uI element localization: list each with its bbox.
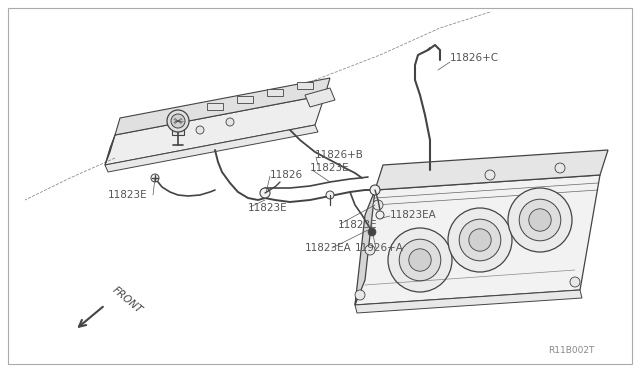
Circle shape: [167, 110, 189, 132]
Circle shape: [485, 170, 495, 180]
Circle shape: [468, 229, 491, 251]
Polygon shape: [105, 95, 325, 165]
Circle shape: [196, 126, 204, 134]
Polygon shape: [172, 128, 184, 135]
Circle shape: [399, 239, 441, 281]
Circle shape: [326, 191, 334, 199]
Circle shape: [171, 114, 185, 128]
Circle shape: [409, 249, 431, 271]
Polygon shape: [355, 175, 600, 305]
Circle shape: [368, 228, 376, 236]
Polygon shape: [105, 125, 318, 172]
Text: R11B002T: R11B002T: [548, 346, 595, 355]
Polygon shape: [355, 290, 582, 313]
Circle shape: [459, 219, 500, 261]
Circle shape: [355, 290, 365, 300]
Polygon shape: [305, 88, 335, 107]
Text: 11926+A: 11926+A: [355, 243, 404, 253]
Text: 11823E: 11823E: [248, 203, 287, 213]
Polygon shape: [297, 82, 313, 89]
Circle shape: [448, 208, 512, 272]
Circle shape: [370, 185, 380, 195]
Circle shape: [508, 188, 572, 252]
Circle shape: [226, 118, 234, 126]
Text: 11826+B: 11826+B: [315, 150, 364, 160]
Text: FRONT: FRONT: [110, 285, 143, 315]
Polygon shape: [267, 89, 283, 96]
Text: 11823EA: 11823EA: [390, 210, 436, 220]
Polygon shape: [375, 150, 608, 190]
Polygon shape: [237, 96, 253, 103]
Circle shape: [373, 200, 383, 210]
Text: 11823E: 11823E: [338, 220, 378, 230]
Circle shape: [260, 188, 270, 198]
Circle shape: [519, 199, 561, 241]
Text: 11823EA: 11823EA: [305, 243, 352, 253]
Circle shape: [555, 163, 565, 173]
Polygon shape: [207, 103, 223, 110]
Text: 11826+C: 11826+C: [450, 53, 499, 63]
Circle shape: [570, 277, 580, 287]
Circle shape: [376, 211, 384, 219]
Text: 11823E: 11823E: [310, 163, 349, 173]
Polygon shape: [355, 190, 375, 305]
Text: 11826: 11826: [270, 170, 303, 180]
Circle shape: [365, 245, 375, 255]
Circle shape: [529, 209, 551, 231]
Polygon shape: [115, 78, 330, 135]
Text: 11823E: 11823E: [108, 190, 148, 200]
Circle shape: [151, 174, 159, 182]
Circle shape: [388, 228, 452, 292]
Polygon shape: [105, 135, 115, 165]
